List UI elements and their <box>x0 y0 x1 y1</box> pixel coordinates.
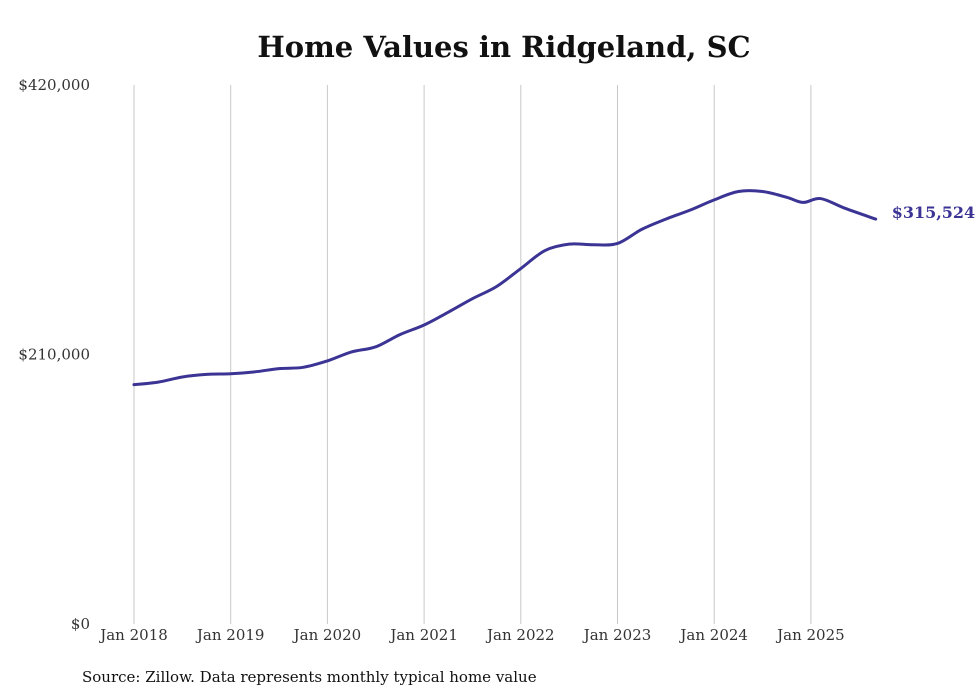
series-line <box>132 189 878 387</box>
end-value-label: $315,524 <box>892 203 976 222</box>
y-tick-label: $0 <box>71 615 90 633</box>
series-group: $315,524 <box>132 189 976 387</box>
x-tick-label: Jan 2020 <box>292 626 362 644</box>
x-tick-label: Jan 2021 <box>388 626 458 644</box>
source-note: Source: Zillow. Data represents monthly … <box>82 668 537 686</box>
y-axis-ticks: $0 $210,000 $420,000 <box>18 76 90 633</box>
x-tick-label: Jan 2024 <box>678 626 748 644</box>
x-tick-label: Jan 2025 <box>775 626 845 644</box>
y-tick-label: $420,000 <box>18 76 90 94</box>
y-tick-label: $210,000 <box>18 346 90 364</box>
x-axis-ticks: Jan 2018 Jan 2019 Jan 2020 Jan 2021 Jan 2022… <box>98 626 844 644</box>
x-tick-label: Jan 2023 <box>582 626 652 644</box>
chart-title: Home Values in Ridgeland, SC <box>257 30 751 64</box>
x-tick-label: Jan 2019 <box>195 626 265 644</box>
x-tick-label: Jan 2022 <box>485 626 555 644</box>
x-tick-label: Jan 2018 <box>98 626 168 644</box>
gridlines <box>133 85 812 624</box>
